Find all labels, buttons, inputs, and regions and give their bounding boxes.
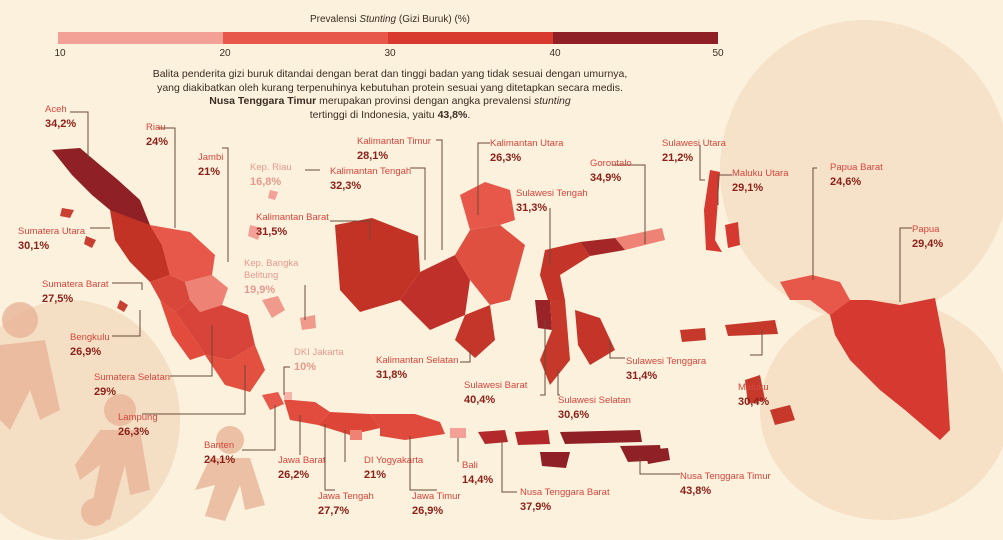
label-kalimantan-selatan: Kalimantan Selatan 31,8% (376, 355, 459, 381)
region-sulawesi-tenggara (575, 310, 615, 365)
legend-tick: 50 (712, 48, 724, 59)
children-silhouette-decoration (0, 302, 265, 526)
leader-lines (70, 111, 912, 493)
region-nusa-tenggara-barat (478, 430, 550, 445)
label-maluku: Maluku 30,4% (738, 382, 770, 408)
region-papua-barat (780, 275, 850, 315)
label-kalimantan-tengah: Kalimantan Tengah 32,3% (330, 166, 412, 192)
label-maluku-utara: Maluku Utara 29,1% (732, 168, 789, 194)
label-kalimantan-timur: Kalimantan Timur 28,1% (357, 136, 431, 162)
label-sulawesi-barat: Sulawesi Barat 40,4% (464, 380, 528, 406)
legend-segment (223, 32, 388, 44)
region-kalimantan-tengah (400, 255, 470, 330)
label-sulawesi-selatan: Sulawesi Selatan 30,6% (558, 395, 631, 421)
label-dki-jakarta: DKI Jakarta 10% (294, 347, 344, 373)
region-gorontalo (580, 238, 625, 256)
label-jawa-timur: Jawa Timur 26,9% (412, 491, 461, 517)
label-kep-bangka-belitung: Kep. Bangka Belitung 19,9% (244, 258, 299, 296)
label-sulawesi-tengah: Sulawesi Tengah 31,3% (516, 188, 588, 214)
label-nusa-tenggara-barat: Nusa Tenggara Barat 37,9% (520, 487, 610, 513)
label-sumatera-utara: Sumatera Utara 30,1% (18, 226, 86, 252)
label-jambi: Jambi 21% (198, 152, 224, 178)
label-sulawesi-tenggara: Sulawesi Tenggara 31,4% (626, 356, 707, 382)
label-lampung: Lampung 26,3% (118, 412, 158, 438)
region-sulawesi-utara (615, 228, 665, 250)
intro-paragraph: Balita penderita gizi buruk ditandai den… (152, 68, 628, 121)
region-jambi (185, 275, 228, 312)
legend-tick: 20 (219, 48, 231, 59)
region-sumatera-utara (110, 210, 170, 282)
region-sumatera-barat (150, 275, 190, 312)
region-kalimantan-timur (455, 225, 525, 305)
region-kalimantan-barat (335, 218, 420, 312)
region-aceh (52, 148, 150, 232)
label-banten: Banten 24,1% (204, 440, 236, 466)
region-nusa-tenggara-timur (540, 430, 670, 468)
background-photo-blob (720, 20, 1003, 320)
region-papua (830, 298, 950, 440)
legend-tick: 30 (384, 48, 396, 59)
region-sulawesi-selatan (540, 300, 570, 385)
region-dki-jakarta (284, 392, 292, 400)
label-aceh: Aceh 34,2% (45, 104, 77, 130)
label-jawa-barat: Jawa Barat 26,2% (278, 455, 326, 481)
region-maluku (680, 320, 795, 425)
region-banten (262, 392, 284, 410)
label-bali: Bali 14,4% (462, 460, 494, 486)
label-sulawesi-utara: Sulawesi Utara 21,2% (662, 138, 726, 164)
region-di-yogyakarta (350, 430, 362, 440)
label-nusa-tenggara-timur: Nusa Tenggara Timur 43,8% (680, 471, 771, 497)
label-papua-barat: Papua Barat 24,6% (830, 162, 883, 188)
label-bengkulu: Bengkulu 26,9% (70, 332, 110, 358)
label-jawa-tengah: Jawa Tengah 27,7% (318, 491, 374, 517)
region-maluku-utara (704, 170, 740, 252)
legend-segment (553, 32, 718, 44)
label-kep-riau: Kep. Riau 16,8% (250, 162, 292, 188)
label-riau: Riau 24% (146, 122, 169, 148)
label-sumatera-barat: Sumatera Barat 27,5% (42, 279, 109, 305)
region-bali (450, 428, 466, 438)
legend-color-scale (58, 32, 718, 44)
region-kep-riau (248, 190, 278, 240)
legend-segment (58, 32, 223, 44)
region-riau (150, 225, 215, 282)
label-gorontalo: Gorontalo 34,9% (590, 158, 632, 184)
indonesia-map (52, 111, 950, 493)
label-sumatera-selatan: Sumatera Selatan 29% (94, 372, 171, 398)
label-papua: Papua 29,4% (912, 224, 944, 250)
label-kalimantan-utara: Kalimantan Utara 26,3% (490, 138, 564, 164)
legend-segment (388, 32, 553, 44)
infographic: Prevalensi Stunting (Gizi Buruk) (%) 10 … (0, 14, 1003, 540)
region-lampung (205, 345, 265, 392)
region-sulawesi-barat (535, 300, 552, 330)
region-sulawesi-tengah (540, 242, 590, 300)
region-kalimantan-utara (460, 182, 515, 230)
region-jawa-timur (370, 414, 445, 440)
region-kep-bangka-belitung (262, 296, 316, 330)
legend-tick: 10 (54, 48, 66, 59)
region-sumatra-islands (60, 208, 128, 312)
label-di-yogyakarta: DI Yogyakarta 21% (364, 455, 424, 481)
legend-title: Prevalensi Stunting (Gizi Buruk) (%) (309, 14, 471, 25)
region-jawa-barat (284, 400, 330, 425)
region-bengkulu (160, 300, 205, 360)
region-sumatera-selatan (175, 300, 255, 360)
legend-tick: 40 (549, 48, 561, 59)
region-jawa-tengah (318, 412, 380, 435)
region-kalimantan-selatan (455, 305, 495, 358)
label-kalimantan-barat: Kalimantan Barat 31,5% (256, 212, 329, 238)
